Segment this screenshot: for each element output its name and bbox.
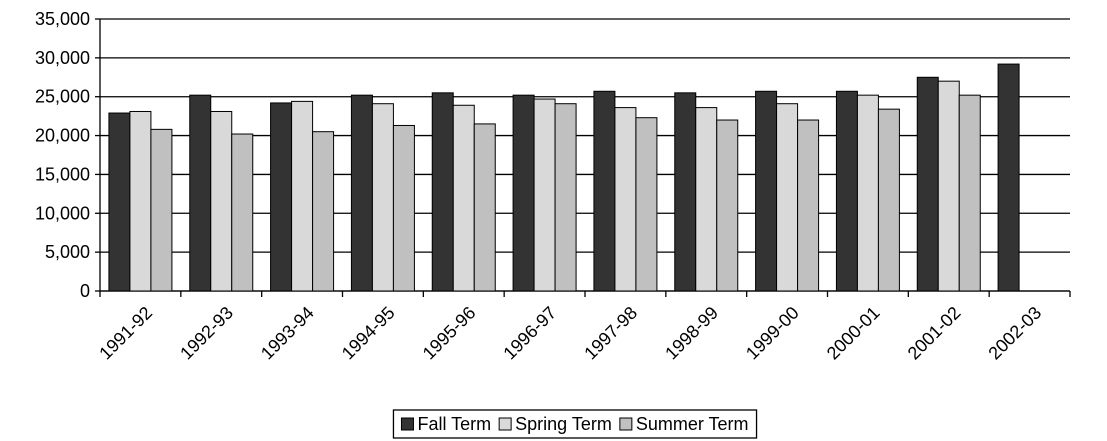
x-tick-label: 2002-03 [984, 303, 1045, 364]
bar [473, 123, 496, 292]
x-tick-label: 1992-93 [176, 303, 237, 364]
bar [776, 103, 799, 292]
legend-label: Summer Term [636, 414, 749, 434]
bar [270, 102, 293, 292]
bar [695, 107, 718, 292]
bar [312, 131, 335, 292]
bar [108, 112, 131, 292]
x-tick-label: 1999-00 [742, 303, 803, 364]
bar [371, 103, 394, 292]
legend: Fall Term Spring Term Summer Term [392, 409, 758, 439]
x-tick-label: 1991-92 [95, 303, 156, 364]
bar [937, 80, 960, 292]
y-tick-label: 15,000 [35, 164, 90, 184]
bar [635, 117, 658, 292]
x-tick-label: 1995-96 [419, 303, 480, 364]
bar [593, 90, 616, 292]
bar [452, 104, 475, 292]
bar [392, 124, 415, 292]
x-tick-label: 1997-98 [580, 303, 641, 364]
x-tick-label: 1998-99 [661, 303, 722, 364]
legend-label: Spring Term [515, 414, 612, 434]
x-tick-label: 1996-97 [499, 303, 560, 364]
x-tick-label: 1993-94 [257, 303, 318, 364]
y-tick-label: 0 [80, 281, 90, 301]
bar [189, 94, 212, 292]
bar [129, 110, 152, 292]
y-tick-label: 20,000 [35, 126, 90, 146]
bar [614, 107, 637, 292]
y-tick-label: 25,000 [35, 87, 90, 107]
bar [231, 133, 254, 292]
bar [916, 76, 939, 292]
bar [350, 94, 373, 292]
bar [554, 103, 577, 292]
y-tick-label: 35,000 [35, 9, 90, 29]
bar [512, 94, 535, 292]
bar [797, 119, 820, 292]
bar [856, 94, 879, 292]
bar [997, 63, 1020, 292]
bar [674, 92, 697, 292]
bar [150, 128, 173, 292]
bar [291, 100, 314, 292]
y-tick-label: 5,000 [45, 242, 90, 262]
bar [431, 92, 454, 292]
bar [210, 110, 233, 292]
bar [877, 108, 900, 292]
y-tick-label: 30,000 [35, 48, 90, 68]
bar [755, 90, 778, 292]
legend-swatch [498, 417, 512, 431]
legend-swatch [619, 417, 633, 431]
legend-swatch [400, 417, 414, 431]
legend-label: Fall Term [417, 414, 491, 434]
x-tick-label: 2000-01 [823, 303, 884, 364]
y-tick-label: 10,000 [35, 203, 90, 223]
bar [716, 119, 739, 292]
x-tick-label: 1994-95 [338, 303, 399, 364]
bar [835, 90, 858, 292]
bar [533, 98, 556, 292]
legend-box [392, 409, 758, 439]
x-tick-label: 2001-02 [904, 303, 965, 364]
bar [958, 94, 981, 292]
